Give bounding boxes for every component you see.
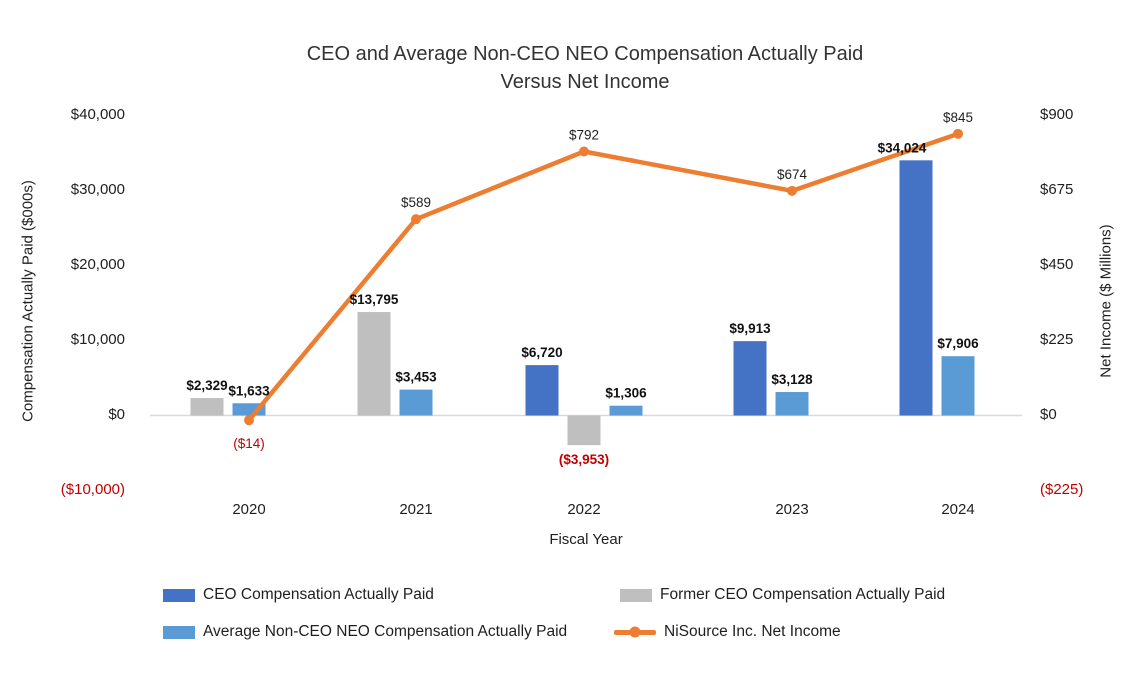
avg-non-ceo-bar-swatch-icon bbox=[163, 625, 195, 639]
left-axis-tick: $30,000 bbox=[70, 181, 125, 198]
legend-item-net-income: NiSource Inc. Net Income bbox=[614, 623, 841, 641]
svg-text:($14): ($14) bbox=[233, 436, 265, 451]
x-tick-2021: 2021 bbox=[399, 501, 433, 518]
right-axis-tick: $900 bbox=[1040, 106, 1074, 123]
svg-text:$1,306: $1,306 bbox=[605, 386, 647, 401]
former-ceo-bar-swatch-icon bbox=[620, 588, 652, 602]
x-axis-title: Fiscal Year bbox=[549, 531, 623, 548]
legend-item-avg-non-ceo: Average Non-CEO NEO Compensation Actuall… bbox=[163, 623, 567, 641]
svg-text:$7,906: $7,906 bbox=[937, 336, 979, 351]
svg-text:$2,329: $2,329 bbox=[186, 378, 227, 393]
svg-text:$845: $845 bbox=[943, 110, 973, 125]
x-tick-2024: 2024 bbox=[941, 501, 975, 518]
legend-label: CEO Compensation Actually Paid bbox=[203, 586, 434, 603]
svg-text:$3,128: $3,128 bbox=[771, 372, 813, 387]
right-axis-tick: $0 bbox=[1040, 406, 1057, 423]
right-axis-tick: $450 bbox=[1040, 256, 1074, 273]
x-tick-2022: 2022 bbox=[567, 501, 601, 518]
svg-text:$1,633: $1,633 bbox=[228, 383, 270, 398]
left-axis-tick-negative: ($10,000) bbox=[60, 481, 125, 498]
right-axis-tick-negative: ($225) bbox=[1040, 481, 1084, 498]
svg-text:$589: $589 bbox=[401, 195, 431, 210]
right-axis-tick: $225 bbox=[1040, 331, 1074, 348]
legend-label: NiSource Inc. Net Income bbox=[664, 623, 841, 640]
left-axis-tick: $0 bbox=[108, 406, 125, 423]
legend-label: Average Non-CEO NEO Compensation Actuall… bbox=[203, 623, 568, 640]
svg-text:$34,024: $34,024 bbox=[878, 140, 927, 155]
chart-title-line1: CEO and Average Non-CEO NEO Compensation… bbox=[306, 43, 864, 65]
chart-title-line2: Versus Net Income bbox=[500, 71, 670, 93]
svg-text:$674: $674 bbox=[777, 167, 808, 182]
svg-text:$3,453: $3,453 bbox=[395, 370, 437, 385]
legend-item-former-ceo: Former CEO Compensation Actually Paid bbox=[620, 586, 945, 604]
svg-text:$13,795: $13,795 bbox=[350, 292, 399, 307]
svg-text:$6,720: $6,720 bbox=[521, 345, 562, 360]
svg-text:$9,913: $9,913 bbox=[729, 321, 771, 336]
net-income-line-marker-icon bbox=[614, 626, 656, 638]
legend-item-ceo: CEO Compensation Actually Paid bbox=[163, 586, 434, 604]
ceo-bar-swatch-icon bbox=[163, 588, 195, 602]
right-axis-tick: $675 bbox=[1040, 181, 1074, 198]
left-axis-tick: $40,000 bbox=[70, 106, 125, 123]
x-tick-2020: 2020 bbox=[232, 501, 266, 518]
svg-text:$792: $792 bbox=[569, 128, 599, 143]
legend-label: Former CEO Compensation Actually Paid bbox=[660, 586, 946, 603]
svg-text:($3,953): ($3,953) bbox=[559, 452, 609, 467]
x-tick-2023: 2023 bbox=[775, 501, 809, 518]
left-axis-tick: $10,000 bbox=[70, 331, 125, 348]
left-axis-tick: $20,000 bbox=[70, 256, 125, 273]
